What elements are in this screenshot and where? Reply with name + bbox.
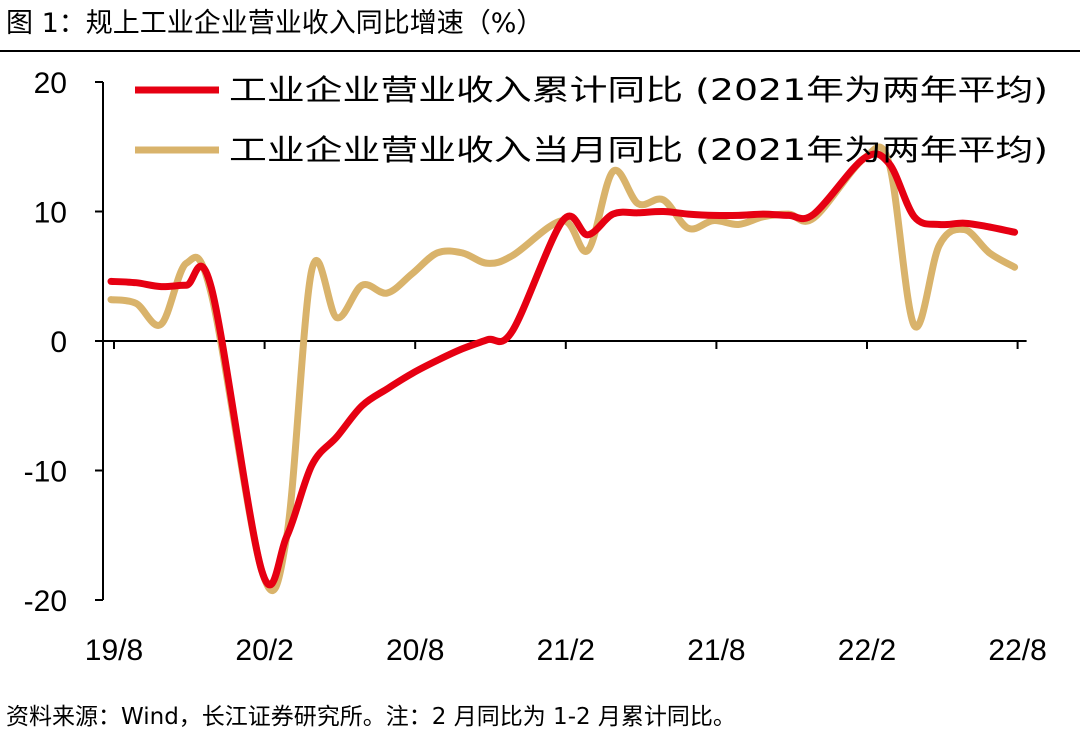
y-tick-label: -20 [24, 585, 67, 618]
x-tick-label: 20/8 [386, 634, 444, 667]
x-tick-label: 20/2 [235, 634, 293, 667]
x-tick-label: 22/8 [988, 634, 1046, 667]
series-line-monthly [107, 143, 1019, 595]
y-tick-label: 10 [34, 197, 67, 230]
x-tick-label: 21/2 [537, 634, 595, 667]
x-tick-label: 21/8 [687, 634, 745, 667]
y-tick-label: 20 [34, 67, 67, 100]
legend-label: 工业企业营业收入当月同比 (2021年为两年平均) [229, 133, 1048, 167]
y-tick-label: 0 [50, 326, 67, 359]
legend: 工业企业营业收入累计同比 (2021年为两年平均) 工业企业营业收入当月同比 (2… [135, 73, 1048, 167]
series-line-cumulative [107, 150, 1019, 589]
x-tick-label: 19/8 [85, 634, 143, 667]
axes: 20 10 0 -10 -20 19/8 20/2 20/8 21/2 21/8 22/2 22/8 [24, 67, 1047, 667]
title-divider [0, 50, 1080, 52]
source-note: 资料来源：Wind，长江证券研究所。注：2 月同比为 1-2 月累计同比。 [6, 704, 736, 730]
legend-label: 工业企业营业收入累计同比 (2021年为两年平均) [229, 73, 1048, 107]
series-lines [107, 143, 1019, 595]
chart-title: 图 1：规上工业企业营业收入同比增速（%） [6, 8, 544, 39]
x-tick-label: 22/2 [838, 634, 896, 667]
y-tick-label: -10 [24, 456, 67, 489]
